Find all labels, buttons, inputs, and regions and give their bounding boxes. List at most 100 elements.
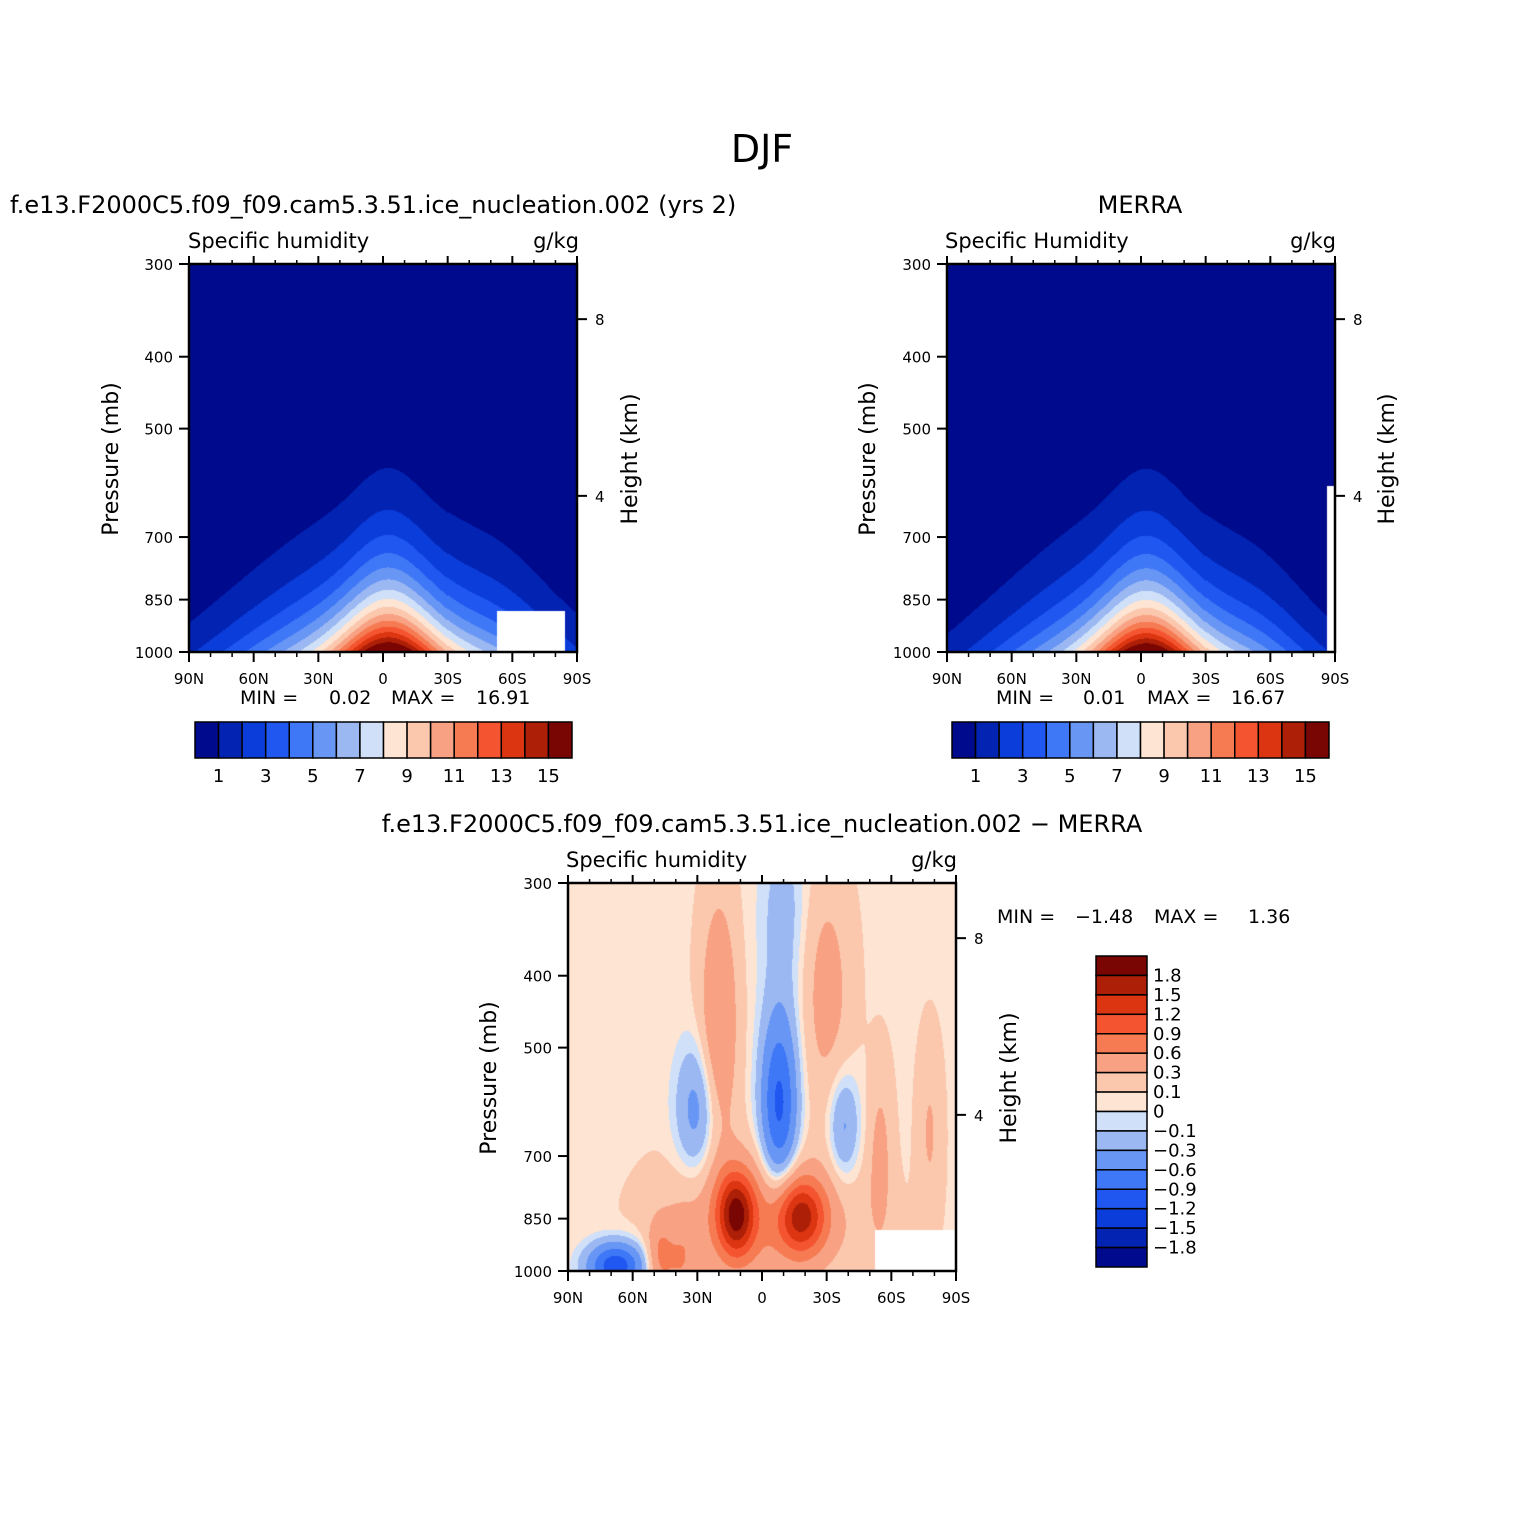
panel-model-ylabel-right: Height (km): [618, 393, 643, 524]
panel-obs-units: g/kg: [1290, 229, 1336, 253]
y-tick-label: 500: [523, 1040, 552, 1058]
panel-diff: f.e13.F2000C5.f09_f09.cam5.3.51.ice_nucl…: [382, 810, 1291, 1307]
panel-diff-min-value: −1.48: [1075, 906, 1133, 928]
panel-diff-max-label: MAX =: [1154, 906, 1218, 928]
y-tick-label: 500: [144, 421, 173, 439]
y-tick-label: 1000: [135, 644, 173, 662]
colorbar-label: 0: [1153, 1102, 1164, 1123]
panel-model-min-value: 0.02: [329, 687, 371, 709]
panel-diff-ylabel: Pressure (mb): [477, 1001, 502, 1155]
colorbar-swatch: [1095, 974, 1148, 996]
y-tick-label: 850: [523, 1211, 552, 1229]
colorbar-swatch: [312, 721, 338, 759]
page-title: DJF: [731, 127, 793, 171]
height-tick-label: 4: [1353, 488, 1363, 506]
colorbar-swatch: [998, 721, 1024, 759]
y-tick-label: 1000: [893, 644, 931, 662]
colorbar-label: 1: [213, 766, 224, 787]
x-tick-label: 60S: [498, 670, 527, 688]
x-tick-label: 0: [378, 670, 388, 688]
colorbar-label: −0.1: [1153, 1121, 1197, 1142]
x-tick-label: 60N: [618, 1289, 648, 1307]
colorbar-swatch: [1095, 1013, 1148, 1035]
x-tick-label: 30N: [1061, 670, 1091, 688]
colorbar-swatch: [1304, 721, 1330, 759]
panel-obs: MERRA Specific Humidity g/kg 90N 60N 30N 0 3…: [856, 191, 1400, 787]
y-tick-label: 700: [144, 529, 173, 547]
colorbar-swatch: [1095, 1071, 1148, 1093]
colorbar-label: −0.3: [1153, 1140, 1197, 1161]
x-tick-label: 30N: [682, 1289, 712, 1307]
colorbar-label: 0.1: [1153, 1082, 1182, 1103]
colorbar-swatch: [382, 721, 408, 759]
x-tick-label: 90N: [174, 670, 204, 688]
panel-diff-plot-area: [568, 883, 956, 1271]
colorbar-swatch: [1095, 1149, 1148, 1171]
y-tick-label: 850: [902, 592, 931, 610]
panel-obs-max-label: MAX =: [1147, 687, 1211, 709]
x-tick-label: 0: [757, 1289, 767, 1307]
colorbar-swatch: [453, 721, 479, 759]
colorbar-swatch: [359, 721, 385, 759]
panel-obs-max-value: 16.67: [1231, 687, 1285, 709]
colorbar-label: −1.5: [1153, 1218, 1197, 1239]
colorbar-label: 15: [1294, 766, 1317, 787]
colorbar-label: −1.8: [1153, 1238, 1197, 1259]
colorbar-swatch: [217, 721, 243, 759]
colorbar-swatch: [1095, 1110, 1148, 1132]
colorbar-swatch: [1210, 721, 1236, 759]
colorbar-swatch: [1095, 1052, 1148, 1074]
colorbar-label: 13: [1247, 766, 1270, 787]
x-tick-label: 90S: [563, 670, 592, 688]
colorbar-label: 11: [1200, 766, 1223, 787]
colorbar-swatch: [1095, 1227, 1148, 1249]
panel-obs-plot-area: [947, 264, 1335, 652]
panel-diff-axes: 90N 60N 30N 0 30S 60S 90S 300 400 500 700 850 1000 8 4: [514, 875, 984, 1307]
colorbar-swatch: [241, 721, 267, 759]
colorbar-label: 0.3: [1153, 1063, 1182, 1084]
y-tick-label: 400: [144, 349, 173, 367]
colorbar-label: −0.6: [1153, 1160, 1197, 1181]
colorbar-swatch: [1095, 1033, 1148, 1054]
panel-obs-min-value: 0.01: [1083, 687, 1125, 709]
panel-diff-title: f.e13.F2000C5.f09_f09.cam5.3.51.ice_nucl…: [382, 810, 1143, 838]
x-tick-label: 30S: [433, 670, 462, 688]
y-tick-label: 700: [902, 529, 931, 547]
panel-obs-colorbar: 1 3 5 7 9 11 13 15: [951, 721, 1330, 787]
colorbar-label: 9: [1158, 766, 1169, 787]
colorbar-label: 0.9: [1153, 1024, 1182, 1045]
height-tick-label: 8: [595, 311, 605, 329]
colorbar-label: 13: [490, 766, 513, 787]
y-tick-label: 400: [523, 968, 552, 986]
panel-model-min-label: MIN =: [240, 687, 298, 709]
colorbar-swatch: [1095, 1246, 1148, 1268]
y-tick-label: 700: [523, 1148, 552, 1166]
colorbar-swatch: [1116, 721, 1142, 759]
colorbar-swatch: [1095, 994, 1148, 1016]
colorbar-swatch: [974, 721, 1000, 759]
panel-diff-units: g/kg: [911, 848, 957, 872]
colorbar-swatch: [264, 721, 290, 759]
panel-diff-min-label: MIN =: [997, 906, 1055, 928]
panel-model-max-label: MAX =: [391, 687, 455, 709]
colorbar-swatch: [1095, 1091, 1148, 1113]
panel-obs-min-label: MIN =: [996, 687, 1054, 709]
y-tick-label: 300: [902, 256, 931, 274]
contour-field: [568, 883, 956, 1271]
colorbar-swatch: [288, 721, 314, 759]
x-tick-label: 30S: [1191, 670, 1220, 688]
colorbar-swatch: [1234, 721, 1260, 759]
colorbar-label: 15: [537, 766, 560, 787]
panel-diff-max-value: 1.36: [1248, 906, 1290, 928]
colorbar-swatch: [429, 721, 455, 759]
x-tick-label: 30N: [303, 670, 333, 688]
panel-model-title: f.e13.F2000C5.f09_f09.cam5.3.51.ice_nucl…: [10, 191, 736, 219]
x-tick-label: 60S: [1256, 670, 1285, 688]
contour-field: [947, 264, 1335, 652]
panel-obs-title: MERRA: [1098, 191, 1183, 219]
colorbar-label: 1.5: [1153, 985, 1182, 1006]
colorbar-swatch: [1095, 955, 1148, 977]
colorbar-swatch: [547, 721, 573, 759]
colorbar-label: 1.8: [1153, 965, 1182, 986]
